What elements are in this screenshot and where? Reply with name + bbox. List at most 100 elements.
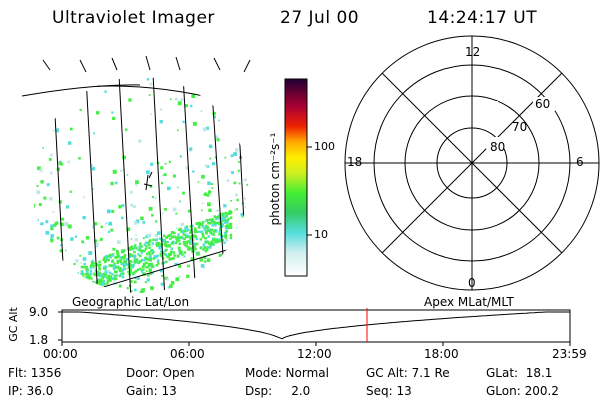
emission-pixel (116, 274, 119, 277)
emission-pixel (173, 254, 176, 257)
emission-pixel (133, 259, 136, 262)
emission-pixel (184, 283, 188, 288)
emission-pixel (32, 213, 34, 217)
emission-pixel (39, 168, 43, 172)
emission-pixel (168, 287, 172, 291)
emission-pixel (53, 277, 56, 279)
emission-pixel (178, 249, 182, 253)
altitude-plot (58, 308, 571, 346)
emission-pixel (179, 230, 183, 233)
emission-pixel (58, 266, 62, 270)
emission-pixel (50, 114, 53, 118)
emission-pixel (128, 98, 132, 102)
emission-pixel (194, 235, 198, 238)
emission-pixel (219, 78, 223, 82)
emission-pixel (107, 255, 110, 258)
emission-pixel (211, 224, 214, 227)
emission-pixel (143, 243, 146, 246)
emission-pixel (219, 90, 224, 95)
emission-pixel (99, 281, 102, 284)
emission-pixel (229, 216, 233, 219)
emission-pixel (237, 272, 240, 275)
emission-pixel (77, 272, 80, 274)
emission-pixel (97, 290, 100, 293)
emission-pixel (209, 244, 213, 247)
emission-pixel (146, 78, 150, 81)
emission-pixel (245, 206, 248, 209)
emission-pixel (190, 257, 195, 262)
emission-pixel (187, 232, 190, 235)
emission-pixel (248, 129, 252, 133)
emission-pixel (35, 219, 40, 223)
emission-pixel (113, 278, 116, 281)
emission-pixel (210, 242, 213, 246)
emission-pixel (136, 268, 140, 272)
emission-pixel (108, 271, 112, 275)
emission-pixel (224, 225, 228, 228)
emission-pixel (224, 215, 228, 218)
emission-pixel (206, 193, 210, 197)
emission-pixel (164, 244, 167, 247)
emission-pixel (48, 158, 52, 161)
emission-pixel (171, 240, 175, 244)
emission-pixel (187, 228, 190, 231)
emission-pixel (142, 268, 145, 271)
emission-pixel (204, 288, 209, 293)
emission-pixel (130, 238, 133, 240)
emission-pixel (246, 157, 248, 162)
emission-pixel (112, 169, 117, 174)
emission-pixel (213, 229, 217, 232)
emission-pixel (115, 255, 118, 259)
emission-pixel (167, 252, 171, 256)
polar-mlt-plot (344, 35, 600, 291)
emission-pixel (223, 231, 227, 235)
emission-pixel (238, 118, 242, 122)
emission-pixel (91, 166, 96, 171)
emission-pixel (242, 249, 246, 253)
emission-pixel (205, 126, 210, 130)
emission-pixel (46, 183, 50, 187)
emission-pixel (36, 185, 39, 187)
emission-pixel (32, 132, 34, 135)
emission-pixel (89, 272, 93, 276)
emission-pixel (232, 266, 235, 270)
emission-pixel (85, 236, 90, 240)
emission-pixel (32, 217, 33, 220)
emission-pixel (170, 241, 174, 245)
emission-pixel (132, 264, 135, 267)
emission-pixel (211, 183, 214, 185)
emission-pixel (52, 129, 55, 132)
emission-pixel (152, 265, 155, 268)
emission-pixel (223, 204, 227, 208)
emission-pixel (239, 256, 242, 259)
mlt-label-6: 6 (576, 155, 584, 169)
emission-pixel (84, 288, 87, 292)
emission-pixel (126, 258, 129, 261)
emission-pixel (145, 245, 148, 248)
emission-pixel (207, 181, 211, 186)
emission-pixel (85, 281, 88, 285)
emission-pixel (121, 275, 125, 279)
emission-pixel (46, 113, 49, 115)
emission-pixel (152, 238, 155, 242)
mlat-label-80: 80 (490, 140, 506, 154)
status-gain: Gain: 13 (126, 384, 177, 398)
emission-pixel (163, 234, 166, 237)
emission-pixel (82, 266, 86, 269)
emission-pixel (98, 266, 101, 269)
emission-pixel (182, 120, 185, 123)
emission-pixel (86, 281, 90, 285)
emission-pixel (42, 291, 47, 293)
emission-pixel (131, 247, 135, 250)
emission-pixel (91, 188, 94, 190)
emission-pixel (204, 275, 208, 279)
emission-pixel (48, 262, 51, 264)
emission-pixel (103, 272, 106, 276)
emission-pixel (213, 215, 216, 218)
emission-pixel (42, 267, 46, 271)
emission-pixel (167, 286, 170, 289)
emission-pixel (37, 166, 41, 171)
emission-pixel (201, 288, 205, 292)
emission-pixel (123, 255, 126, 258)
emission-pixel (70, 237, 74, 241)
